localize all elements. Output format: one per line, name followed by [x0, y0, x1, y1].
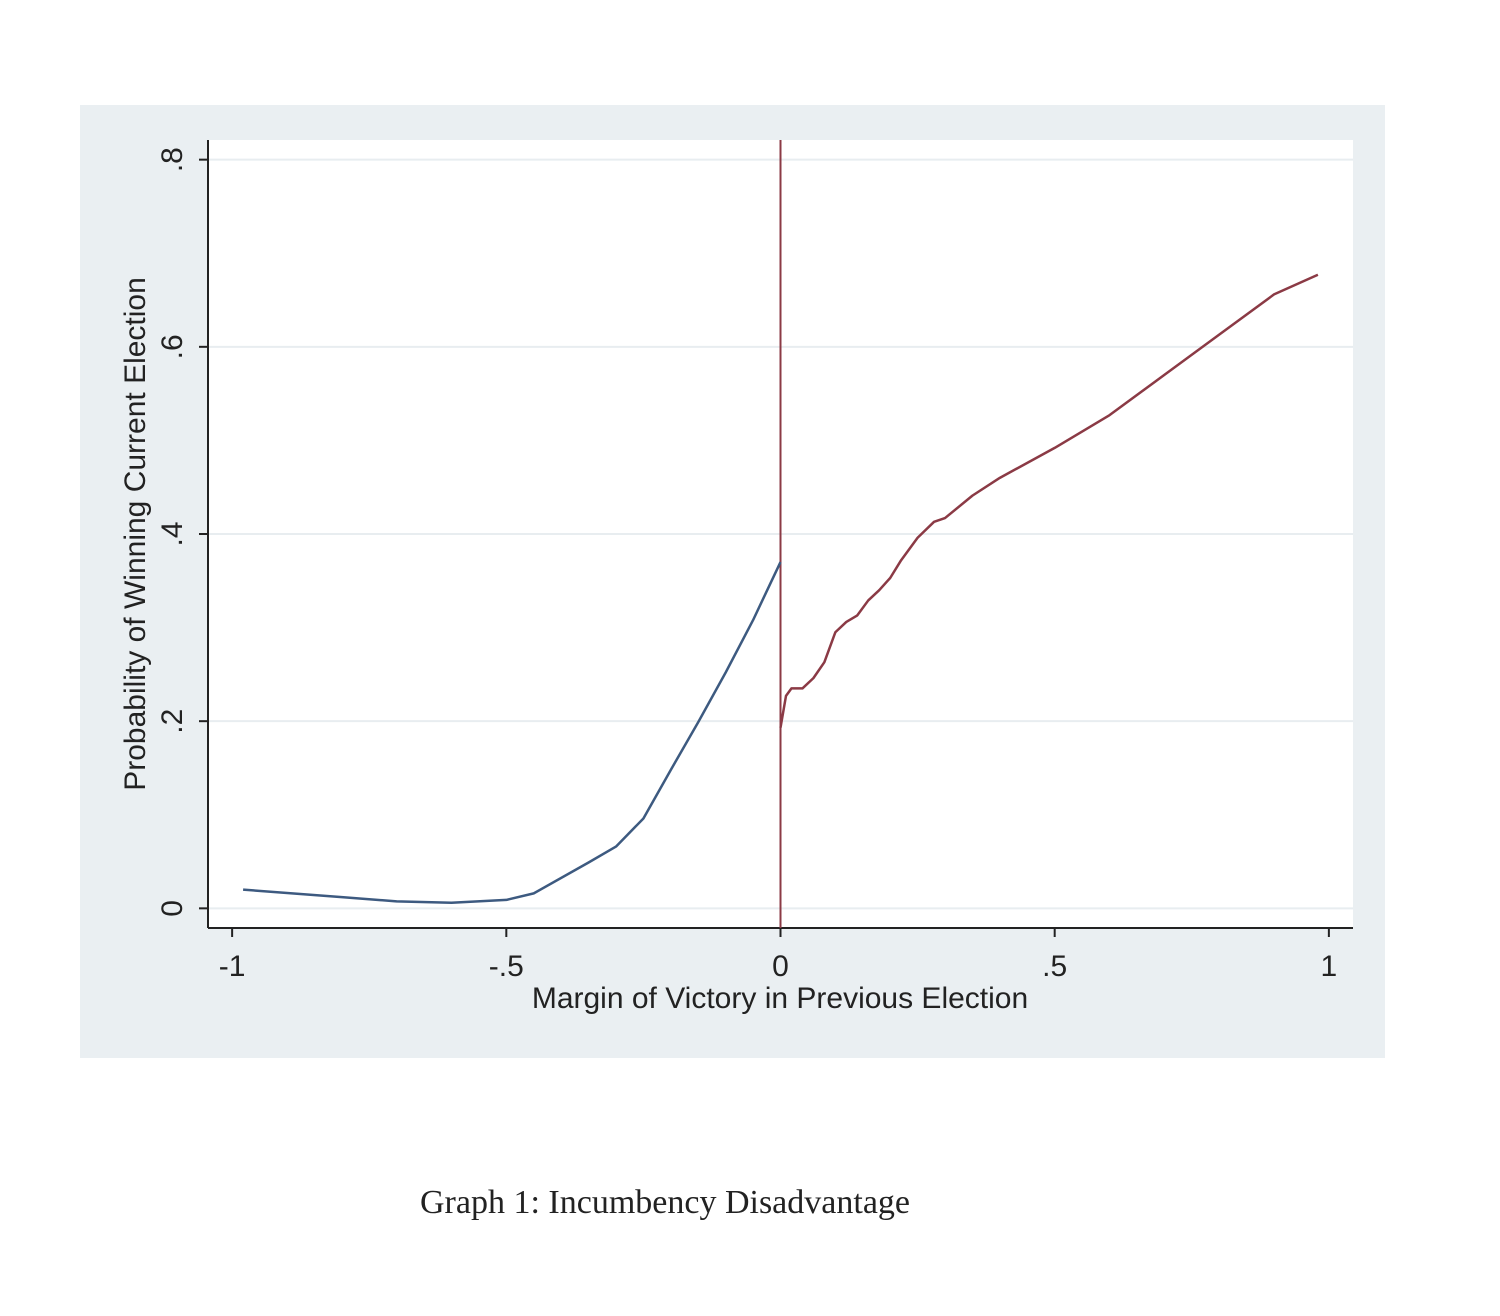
y-axis-title: Probability of Winning Current Election — [119, 277, 152, 791]
y-tick-label: .8 — [156, 147, 189, 172]
y-tick-label: .4 — [156, 521, 189, 546]
data-line — [243, 561, 782, 904]
data-line — [779, 273, 1319, 728]
x-tick-label: 1 — [1321, 950, 1338, 983]
x-tick-label: 0 — [772, 950, 789, 983]
x-tick-label: -1 — [219, 950, 246, 983]
y-tick-label: 0 — [156, 900, 189, 917]
y-tick-label: .2 — [156, 709, 189, 734]
x-tick-label: -.5 — [489, 950, 524, 983]
y-tick-label: .6 — [156, 334, 189, 359]
x-axis-title: Margin of Victory in Previous Election — [532, 982, 1028, 1015]
x-tick-label: .5 — [1042, 950, 1067, 983]
caption: Graph 1: Incumbency Disadvantage — [420, 1184, 910, 1221]
